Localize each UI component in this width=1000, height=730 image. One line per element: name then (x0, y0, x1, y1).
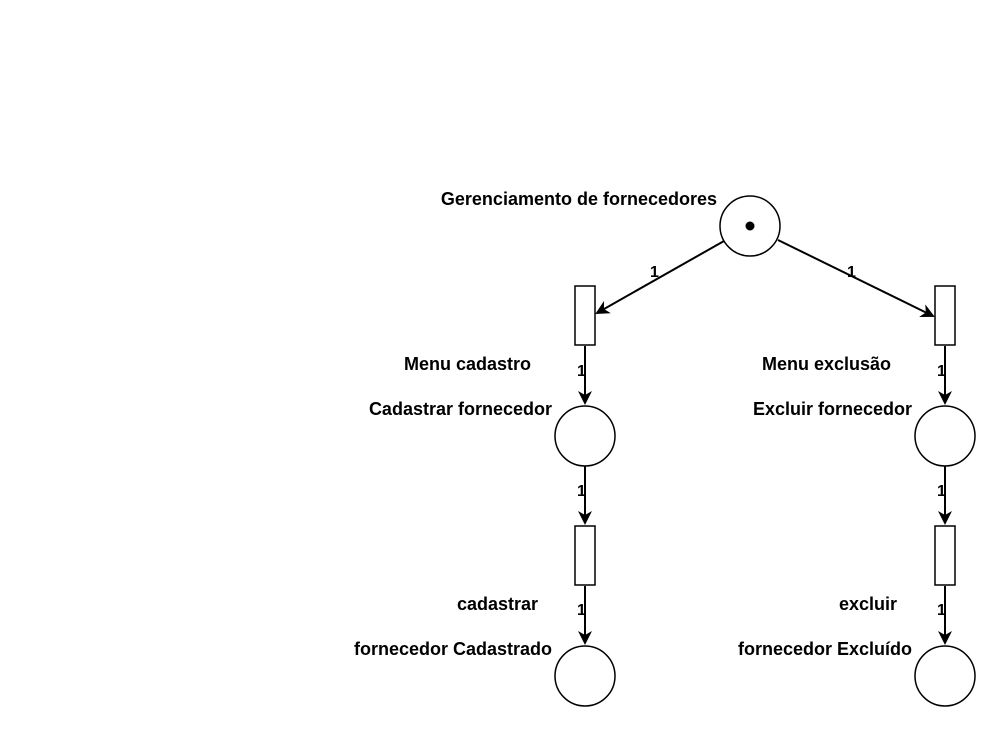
arc-weight: 1 (847, 264, 856, 281)
arc-root-to-menu-exclusao: 1 (777, 239, 935, 318)
transition-label: excluir (839, 594, 897, 614)
arc-menu-cadastro-to-cadastrar-fornecedor: 1 (577, 346, 592, 405)
transition-menu-exclusao[interactable]: Menu exclusão (762, 285, 956, 374)
transition-label: cadastrar (457, 594, 538, 614)
arc-menu-exclusao-to-excluir-fornecedor: 1 (937, 346, 952, 405)
arc-weight: 1 (577, 602, 586, 619)
arc-weight: 1 (577, 363, 586, 380)
arc-excluir-to-fornecedor-excluido: 1 (937, 586, 952, 645)
arc-excluir-fornecedor-to-excluir: 1 (937, 466, 952, 525)
place-label: Excluir fornecedor (753, 399, 912, 419)
arc-root-to-menu-cadastro: 1 (595, 240, 725, 314)
place-label: fornecedor Cadastrado (354, 639, 552, 659)
transition-label: Menu exclusão (762, 354, 891, 374)
arc-cadastrar-to-fornecedor-cadastrado: 1 (577, 586, 592, 645)
place-fornecedor-excluido[interactable]: fornecedor Excluído (738, 639, 976, 707)
place-cadastrar-fornecedor[interactable]: Cadastrar fornecedor (369, 399, 616, 467)
transition-menu-cadastro[interactable]: Menu cadastro (404, 285, 596, 374)
place-label: Gerenciamento de fornecedores (441, 189, 717, 209)
place-label: Cadastrar fornecedor (369, 399, 552, 419)
token-dot (745, 221, 755, 231)
transition-excluir[interactable]: excluir (839, 525, 956, 614)
arc-weight: 1 (577, 483, 586, 500)
place-fornecedor-cadastrado[interactable]: fornecedor Cadastrado (354, 639, 616, 707)
place-gerenciamento-de-fornecedores[interactable]: Gerenciamento de fornecedores (441, 189, 781, 257)
place-excluir-fornecedor[interactable]: Excluir fornecedor (753, 399, 976, 467)
arc-cadastrar-fornecedor-to-cadastrar: 1 (577, 466, 592, 525)
transition-label: Menu cadastro (404, 354, 531, 374)
place-label: fornecedor Excluído (738, 639, 912, 659)
arc-weight: 1 (937, 483, 946, 500)
arc-weight: 1 (650, 264, 659, 281)
transition-cadastrar[interactable]: cadastrar (457, 525, 596, 614)
arc-weight: 1 (937, 363, 946, 380)
arc-weight: 1 (937, 602, 946, 619)
